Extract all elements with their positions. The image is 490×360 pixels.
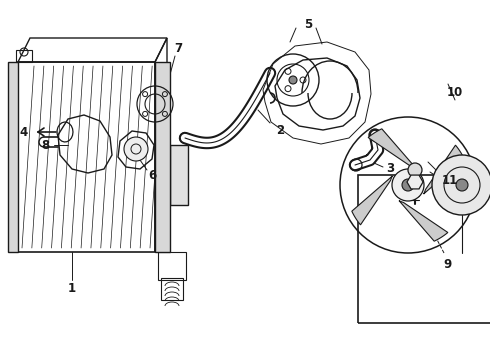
Text: 8: 8 bbox=[41, 139, 49, 152]
Polygon shape bbox=[155, 62, 170, 252]
Bar bbox=[158, 252, 186, 280]
Circle shape bbox=[408, 163, 422, 177]
Bar bbox=[358, 175, 490, 323]
Bar bbox=[170, 145, 188, 205]
Text: 7: 7 bbox=[174, 41, 182, 54]
Text: 11: 11 bbox=[442, 174, 458, 186]
Bar bbox=[161, 278, 183, 300]
Text: 4: 4 bbox=[20, 126, 28, 139]
Polygon shape bbox=[368, 129, 417, 170]
Text: 6: 6 bbox=[148, 168, 156, 181]
Polygon shape bbox=[399, 201, 448, 241]
Circle shape bbox=[392, 169, 424, 201]
Polygon shape bbox=[423, 145, 464, 194]
Text: 5: 5 bbox=[304, 18, 312, 31]
Polygon shape bbox=[8, 62, 18, 252]
Circle shape bbox=[289, 76, 297, 84]
Text: 2: 2 bbox=[276, 123, 284, 136]
Text: 10: 10 bbox=[447, 86, 463, 99]
Text: 3: 3 bbox=[386, 162, 394, 175]
Circle shape bbox=[402, 179, 414, 191]
Polygon shape bbox=[352, 176, 392, 225]
Text: 1: 1 bbox=[68, 282, 76, 294]
Polygon shape bbox=[407, 175, 423, 189]
Circle shape bbox=[456, 179, 468, 191]
Text: 9: 9 bbox=[444, 257, 452, 270]
Circle shape bbox=[432, 155, 490, 215]
Circle shape bbox=[124, 137, 148, 161]
